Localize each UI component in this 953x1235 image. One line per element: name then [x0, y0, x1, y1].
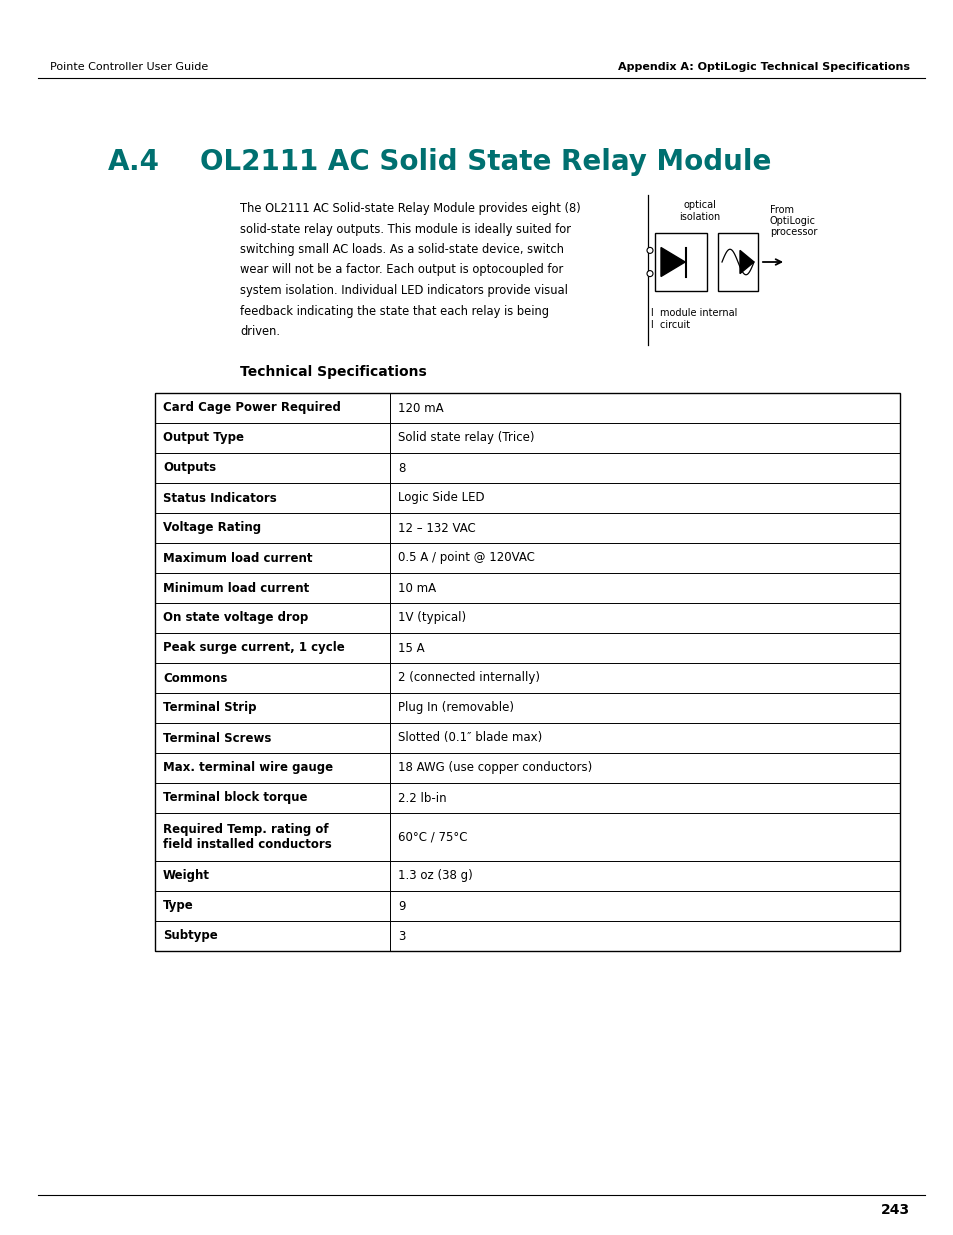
Text: A.4: A.4: [108, 148, 160, 177]
Text: Subtype: Subtype: [163, 930, 217, 942]
Text: 0.5 A / point @ 120VAC: 0.5 A / point @ 120VAC: [397, 552, 535, 564]
Text: driven.: driven.: [240, 325, 280, 338]
Text: Maximum load current: Maximum load current: [163, 552, 313, 564]
Text: OL2111 AC Solid State Relay Module: OL2111 AC Solid State Relay Module: [200, 148, 771, 177]
Bar: [154, 393, 899, 951]
Text: 12 – 132 VAC: 12 – 132 VAC: [397, 521, 476, 535]
Text: Solid state relay (Trice): Solid state relay (Trice): [397, 431, 534, 445]
Text: Card Cage Power Required: Card Cage Power Required: [163, 401, 340, 415]
Text: switching small AC loads. As a solid-state device, switch: switching small AC loads. As a solid-sta…: [240, 243, 563, 256]
Polygon shape: [740, 251, 753, 274]
Text: Terminal Screws: Terminal Screws: [163, 731, 271, 745]
Polygon shape: [660, 247, 684, 277]
Text: Pointe Controller User Guide: Pointe Controller User Guide: [50, 62, 208, 72]
Text: Voltage Rating: Voltage Rating: [163, 521, 261, 535]
Text: 243: 243: [880, 1203, 909, 1216]
Text: Technical Specifications: Technical Specifications: [240, 366, 426, 379]
Text: 2 (connected internally): 2 (connected internally): [397, 672, 539, 684]
Circle shape: [646, 270, 652, 277]
Text: Commons: Commons: [163, 672, 227, 684]
Text: On state voltage drop: On state voltage drop: [163, 611, 308, 625]
Text: Appendix A: OptiLogic Technical Specifications: Appendix A: OptiLogic Technical Specific…: [618, 62, 909, 72]
Text: Terminal Strip: Terminal Strip: [163, 701, 256, 715]
Text: 120 mA: 120 mA: [397, 401, 443, 415]
Text: l  circuit: l circuit: [650, 320, 689, 330]
Text: solid-state relay outputs. This module is ideally suited for: solid-state relay outputs. This module i…: [240, 222, 571, 236]
Text: Output Type: Output Type: [163, 431, 244, 445]
Text: 3: 3: [397, 930, 405, 942]
Text: feedback indicating the state that each relay is being: feedback indicating the state that each …: [240, 305, 548, 317]
Text: processor: processor: [769, 227, 817, 237]
Text: Plug In (removable): Plug In (removable): [397, 701, 514, 715]
Bar: [655, 233, 706, 291]
Text: 1.3 oz (38 g): 1.3 oz (38 g): [397, 869, 473, 883]
Bar: [718, 233, 758, 291]
Text: Minimum load current: Minimum load current: [163, 582, 309, 594]
Text: Outputs: Outputs: [163, 462, 216, 474]
Text: wear will not be a factor. Each output is optocoupled for: wear will not be a factor. Each output i…: [240, 263, 562, 277]
Text: 15 A: 15 A: [397, 641, 424, 655]
Text: Peak surge current, 1 cycle: Peak surge current, 1 cycle: [163, 641, 344, 655]
Text: OptiLogic: OptiLogic: [769, 216, 815, 226]
Text: Slotted (0.1″ blade max): Slotted (0.1″ blade max): [397, 731, 541, 745]
Text: system isolation. Individual LED indicators provide visual: system isolation. Individual LED indicat…: [240, 284, 567, 296]
Text: 10 mA: 10 mA: [397, 582, 436, 594]
Text: From: From: [769, 205, 793, 215]
Text: The OL2111 AC Solid-state Relay Module provides eight (8): The OL2111 AC Solid-state Relay Module p…: [240, 203, 580, 215]
Text: optical: optical: [683, 200, 716, 210]
Circle shape: [646, 247, 652, 253]
Text: 8: 8: [397, 462, 405, 474]
Text: 2.2 lb-in: 2.2 lb-in: [397, 792, 446, 804]
Text: Required Temp. rating of
field installed conductors: Required Temp. rating of field installed…: [163, 823, 332, 851]
Text: 18 AWG (use copper conductors): 18 AWG (use copper conductors): [397, 762, 592, 774]
Text: Terminal block torque: Terminal block torque: [163, 792, 307, 804]
Text: Max. terminal wire gauge: Max. terminal wire gauge: [163, 762, 333, 774]
Text: 1V (typical): 1V (typical): [397, 611, 466, 625]
Text: 9: 9: [397, 899, 405, 913]
Text: Weight: Weight: [163, 869, 210, 883]
Text: Type: Type: [163, 899, 193, 913]
Text: l  module internal: l module internal: [650, 308, 737, 317]
Text: Status Indicators: Status Indicators: [163, 492, 276, 505]
Text: isolation: isolation: [679, 212, 720, 222]
Text: Logic Side LED: Logic Side LED: [397, 492, 484, 505]
Text: 60°C / 75°C: 60°C / 75°C: [397, 830, 467, 844]
